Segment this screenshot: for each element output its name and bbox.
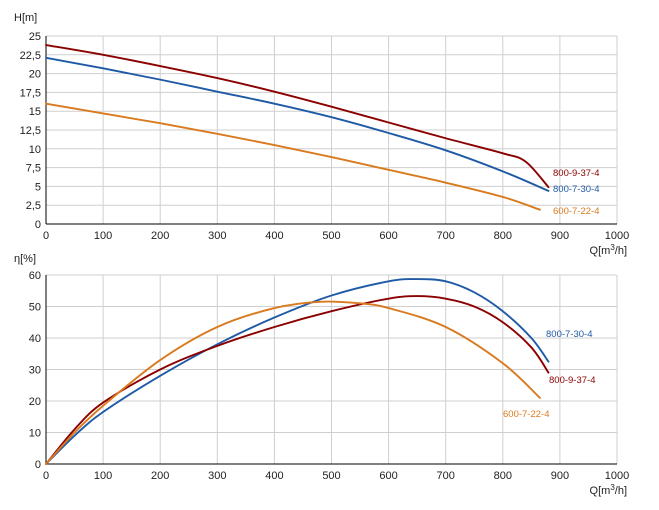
x-tick-label: 100	[94, 230, 112, 242]
y-tick-label: 50	[29, 302, 41, 314]
x-tick-label: 400	[265, 470, 283, 482]
x-tick-label: 600	[379, 470, 397, 482]
x-tick-label: 0	[43, 230, 49, 242]
y-tick-label: 15	[29, 106, 41, 118]
series-label-600-7-22-4: 600-7-22-4	[553, 206, 599, 217]
series-label-800-9-37-4: 800-9-37-4	[549, 375, 595, 386]
y-tick-label: 2,5	[26, 200, 41, 212]
series-label-800-9-37-4: 800-9-37-4	[553, 168, 599, 179]
x-tick-label: 200	[151, 470, 169, 482]
x-tick-label: 500	[322, 470, 340, 482]
series-line-600-7-22-4	[45, 102, 541, 211]
x-tick-label: 600	[379, 230, 397, 242]
x-tick-label: 0	[43, 470, 49, 482]
x-axis-label: Q[m3/h]	[590, 243, 627, 257]
y-tick-label: 25	[29, 31, 41, 43]
x-tick-label: 100	[94, 470, 112, 482]
y-tick-label: 30	[29, 365, 41, 377]
x-tick-label: 1000	[605, 470, 629, 482]
series-label-800-7-30-4: 800-7-30-4	[546, 329, 592, 340]
y-tick-label: 17,5	[20, 87, 41, 99]
y-tick-label: 10	[29, 144, 41, 156]
series-line-800-9-37-4	[45, 295, 550, 465]
y-tick-label: 0	[35, 219, 41, 231]
x-tick-label: 700	[437, 470, 455, 482]
y-tick-label: 20	[29, 69, 41, 81]
x-tick-label: 400	[265, 230, 283, 242]
x-tick-label: 500	[322, 230, 340, 242]
x-axis-label: Q[m3/h]	[590, 483, 627, 497]
series-line-600-7-22-4	[45, 300, 541, 465]
y-tick-label: 60	[29, 270, 41, 282]
y-tick-label: 20	[29, 396, 41, 408]
x-tick-label: 300	[208, 230, 226, 242]
y-tick-label: 0	[35, 459, 41, 471]
x-tick-label: 900	[551, 230, 569, 242]
y-axis-label: H[m]	[14, 12, 37, 24]
x-tick-label: 200	[151, 230, 169, 242]
x-tick-label: 900	[551, 470, 569, 482]
x-tick-label: 800	[494, 230, 512, 242]
series-label-600-7-22-4: 600-7-22-4	[503, 409, 549, 420]
x-tick-label: 1000	[605, 230, 629, 242]
x-tick-label: 300	[208, 470, 226, 482]
y-tick-label: 7,5	[26, 163, 41, 175]
series-line-800-9-37-4	[45, 44, 550, 189]
series-label-800-7-30-4: 800-7-30-4	[553, 184, 599, 195]
y-tick-label: 12,5	[20, 125, 41, 137]
x-tick-label: 700	[437, 230, 455, 242]
y-tick-label: 5	[35, 181, 41, 193]
y-tick-label: 40	[29, 333, 41, 345]
y-tick-label: 10	[29, 428, 41, 440]
chart-panel-efficiency: 0 100 200 300 400 500 600 700 800 900 1000 0 10 20 30 4…	[14, 253, 629, 497]
series-line-800-7-30-4	[45, 56, 550, 192]
x-tick-label: 800	[494, 470, 512, 482]
y-axis-label: η[%]	[14, 253, 36, 265]
series-line-800-7-30-4	[45, 278, 550, 465]
y-tick-label: 22,5	[20, 50, 41, 62]
chart-panel-head: 0 100 200 300 400 500 600 700 800 900 1000 0 2,5 5 7,5…	[14, 12, 629, 257]
